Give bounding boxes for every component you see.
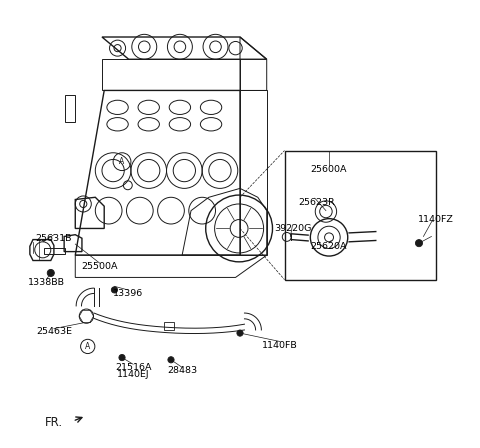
Bar xyxy=(285,151,436,280)
Text: 25600A: 25600A xyxy=(311,165,348,174)
Bar xyxy=(164,323,174,330)
Text: 28483: 28483 xyxy=(167,366,197,375)
Circle shape xyxy=(119,354,125,361)
Text: FR.: FR. xyxy=(45,416,63,429)
Text: A: A xyxy=(85,342,90,351)
Text: 25631B: 25631B xyxy=(36,234,72,243)
Circle shape xyxy=(168,357,174,363)
Circle shape xyxy=(111,287,118,293)
Text: A: A xyxy=(120,157,125,166)
Text: 1140FZ: 1140FZ xyxy=(418,215,454,224)
Circle shape xyxy=(237,330,243,336)
Text: 1338BB: 1338BB xyxy=(28,278,65,287)
Text: 21516A: 21516A xyxy=(115,363,151,372)
Circle shape xyxy=(415,240,422,247)
Text: 25500A: 25500A xyxy=(82,262,118,271)
Text: 1140FB: 1140FB xyxy=(262,340,298,349)
Text: 13396: 13396 xyxy=(113,289,143,297)
Text: 1140EJ: 1140EJ xyxy=(117,370,149,379)
Text: 39220G: 39220G xyxy=(274,224,311,233)
Text: 25463E: 25463E xyxy=(36,327,72,336)
Circle shape xyxy=(47,269,54,276)
Text: 25620A: 25620A xyxy=(311,242,348,251)
Text: 25623R: 25623R xyxy=(298,198,335,207)
